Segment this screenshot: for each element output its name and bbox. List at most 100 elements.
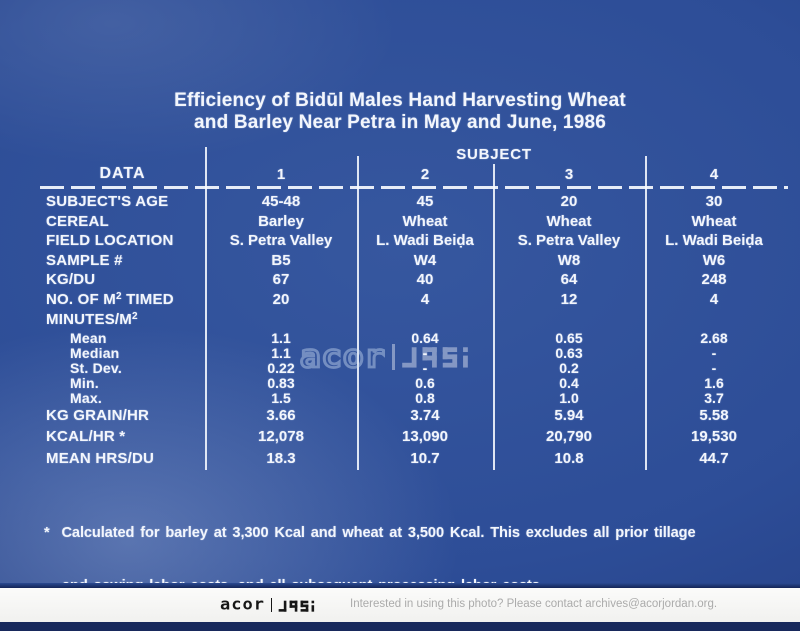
- row-label: Mean: [70, 330, 107, 346]
- title-line-2: and Barley Near Petra in May and June, 1…: [194, 112, 606, 133]
- table-row-mean-hrs-du: MEAN HRS/DU 18.3 10.7 10.8 44.7: [40, 447, 783, 469]
- archive-contact-text: Interested in using this photo? Please c…: [350, 598, 718, 610]
- cell: 12,078: [258, 428, 304, 445]
- footnote-line-1: * Calculated for barley at 3,300 Kcal an…: [44, 525, 696, 542]
- corner-label: DATA: [99, 165, 146, 182]
- cell: Barley: [258, 212, 304, 230]
- subject-header: SUBJECT: [456, 146, 532, 163]
- cell: 20: [272, 290, 290, 308]
- row-label: KG GRAIN/HR: [46, 407, 150, 424]
- subject-number-2: 2: [420, 165, 430, 183]
- cell: 0.63: [555, 345, 583, 361]
- cell: 30: [705, 193, 723, 211]
- subject-number-3: 3: [564, 165, 574, 183]
- acor-logo-arabic-icon: [279, 600, 315, 612]
- table-row-median: Median 1.1 - 0.63 -: [40, 345, 783, 361]
- table-row-m2-timed: NO. OF M2 TIMED 20 4 12 4: [40, 290, 783, 310]
- cell: 45: [416, 193, 434, 211]
- cell: W6: [702, 251, 726, 269]
- footnote: * Calculated for barley at 3,300 Kcal an…: [44, 490, 784, 631]
- table-row-kg-grain-hr: KG GRAIN/HR 3.66 3.74 5.94 5.58: [40, 405, 783, 426]
- table-row-minutes-m2: MINUTES/M2: [40, 309, 783, 330]
- row-label: MEAN HRS/DU: [46, 449, 155, 467]
- cell: 0.2: [559, 360, 579, 376]
- row-label: NO. OF M2 TIMED: [46, 290, 174, 308]
- cell: 67: [272, 271, 290, 289]
- cell: 18.3: [266, 449, 296, 467]
- cell: 5.58: [699, 407, 729, 424]
- cell: 44.7: [699, 449, 729, 467]
- cell: 19,530: [691, 428, 737, 445]
- cell: 0.22: [267, 360, 295, 376]
- cell: 4: [709, 290, 719, 308]
- slide-photo: Efficiency of Bidūl Males Hand Harvestin…: [0, 0, 800, 594]
- row-label: KCAL/HR *: [46, 428, 126, 445]
- cell: 5.94: [554, 407, 584, 424]
- row-label: St. Dev.: [70, 360, 122, 376]
- cell: W8: [557, 251, 581, 269]
- cell: Wheat: [546, 212, 592, 230]
- cell: 13,090: [402, 428, 448, 445]
- table-row-max: Max. 1.5 0.8 1.0 3.7: [40, 390, 783, 406]
- cell: 1.1: [271, 330, 291, 346]
- cell: 0.4: [559, 375, 579, 391]
- column-divider: [205, 147, 207, 470]
- table-row-sample: SAMPLE # B5 W4 W8 W6: [40, 251, 783, 271]
- row-label: CEREAL: [46, 212, 109, 230]
- slide-title: Efficiency of Bidūl Males Hand Harvestin…: [0, 90, 800, 134]
- cell: 45-48: [261, 193, 301, 211]
- logo-divider: [391, 344, 395, 370]
- header-divider: [40, 186, 788, 189]
- cell: 0.6: [415, 375, 435, 391]
- cell: 3.74: [410, 407, 440, 424]
- title-line-1: Efficiency of Bidūl Males Hand Harvestin…: [174, 90, 626, 111]
- row-label: Median: [70, 345, 120, 361]
- row-label: FIELD LOCATION: [46, 232, 174, 250]
- cell: 0.65: [555, 330, 583, 346]
- cell: 3.7: [704, 390, 724, 406]
- cell: 248: [701, 271, 727, 289]
- cell: 64: [560, 271, 578, 289]
- acor-logo-text: acor: [220, 595, 265, 614]
- acor-logo-arabic-icon: [402, 347, 468, 368]
- cell: 12: [560, 290, 578, 308]
- cell: 1.0: [559, 390, 579, 406]
- table-body: SUBJECT'S AGE 45-48 45 20 30 CEREAL Barl…: [40, 192, 783, 469]
- cell: S. Petra Valley: [517, 232, 621, 250]
- table-row-min: Min. 0.83 0.6 0.4 1.6: [40, 375, 783, 391]
- row-label: KG/DU: [46, 271, 96, 289]
- cell: 20: [560, 193, 578, 211]
- cell: 4: [420, 290, 430, 308]
- acor-watermark: acor: [299, 338, 475, 376]
- cell: B5: [271, 251, 291, 269]
- cell: -: [357, 345, 493, 361]
- cell: 1.6: [704, 375, 724, 391]
- table-header-row: DATA 1 2 3 4: [40, 162, 783, 186]
- acor-watermark-text: acor: [299, 338, 387, 376]
- table-row-cereal: CEREAL Barley Wheat Wheat Wheat: [40, 212, 783, 232]
- column-divider: [493, 164, 495, 470]
- table-row-mean: Mean 1.1 0.64 0.65 2.68: [40, 330, 783, 346]
- cell: W4: [413, 251, 437, 269]
- archive-footer: acor Interested in using this photo? Ple…: [0, 588, 800, 622]
- table-row-st-dev: St. Dev. 0.22 - 0.2 -: [40, 360, 783, 376]
- cell: 40: [416, 271, 434, 289]
- table-row-kg-du: KG/DU 67 40 64 248: [40, 270, 783, 290]
- cell: -: [422, 360, 428, 376]
- cell: 1.1: [271, 345, 291, 361]
- cell: 1.5: [271, 390, 291, 406]
- cell: 10.8: [554, 449, 584, 467]
- subject-number-1: 1: [276, 165, 286, 183]
- cell: L. Wadi Beiḍa: [376, 232, 474, 250]
- subject-number-4: 4: [709, 165, 719, 183]
- row-label: SAMPLE #: [46, 251, 123, 269]
- cell: S. Petra Valley: [229, 232, 333, 250]
- cell: 20,790: [546, 428, 592, 445]
- row-label: Max.: [70, 390, 102, 406]
- cell: Wheat: [691, 212, 737, 230]
- cell: 2.68: [700, 330, 728, 346]
- column-divider: [357, 156, 359, 470]
- row-label: SUBJECT'S AGE: [46, 193, 169, 211]
- cell: 0.64: [411, 330, 439, 346]
- cell: Wheat: [402, 212, 448, 230]
